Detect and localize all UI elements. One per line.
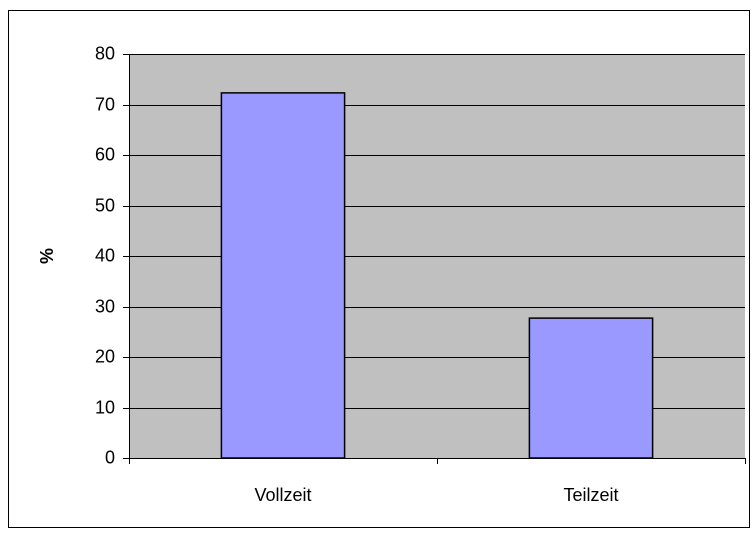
y-tick-label: 20	[95, 346, 115, 366]
y-tick-label: 80	[95, 43, 115, 63]
y-tick-label: 60	[95, 144, 115, 164]
y-tick-label: 50	[95, 195, 115, 215]
y-tick-label: 30	[95, 296, 115, 316]
y-tick-label: 70	[95, 94, 115, 114]
x-tick-label: Teilzeit	[563, 485, 618, 505]
y-tick-label: 10	[95, 397, 115, 417]
y-tick-label: 40	[95, 245, 115, 265]
bar	[528, 317, 654, 459]
bar	[220, 92, 346, 459]
x-tick-label: Vollzeit	[254, 485, 311, 505]
y-axis-label: %	[37, 248, 57, 264]
y-tick-label: 0	[105, 447, 115, 467]
